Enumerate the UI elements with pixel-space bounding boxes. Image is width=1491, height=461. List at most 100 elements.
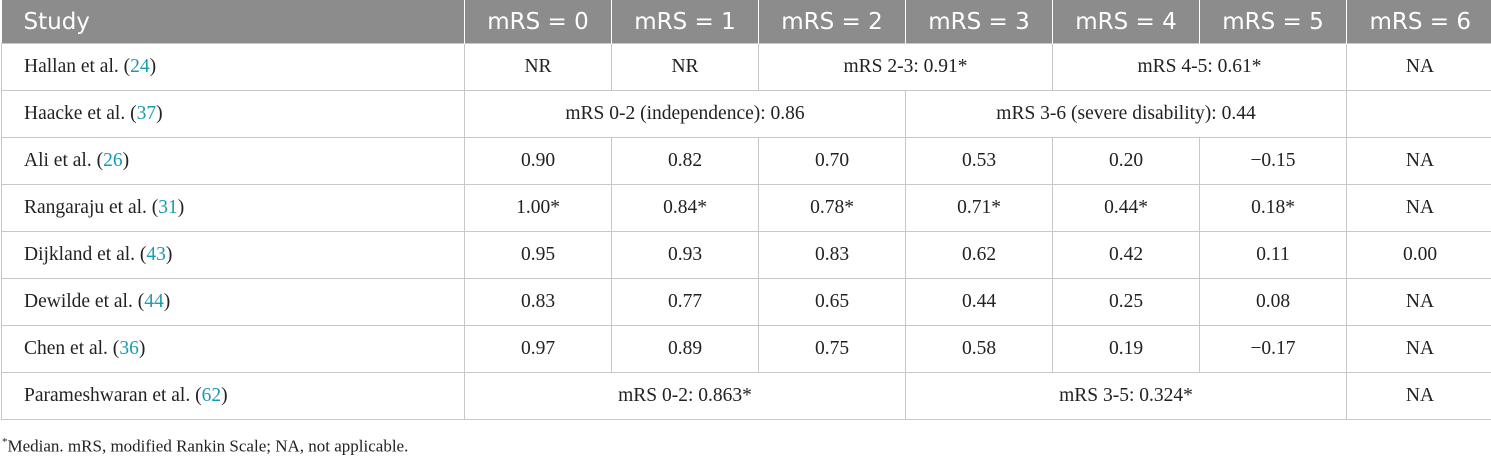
study-author-close: ) xyxy=(149,56,157,77)
study-cell: Chen et al. (36) xyxy=(1,325,465,373)
value-cell: 0.00 xyxy=(1346,231,1491,279)
table-row: Dijkland et al. (43) 0.95 0.93 0.83 0.62 0.42… xyxy=(1,231,1491,279)
value-cell: mRS 0-2 (independence): 0.86 xyxy=(464,90,906,138)
table-footnote: *Median. mRS, modified Rankin Scale; NA,… xyxy=(2,436,408,457)
header-mrs-2: mRS = 2 xyxy=(758,0,906,44)
reference-link[interactable]: 26 xyxy=(103,150,123,171)
table-row: Haacke et al. (37) mRS 0-2 (independence)… xyxy=(1,90,1491,138)
value-cell: 0.84* xyxy=(611,184,759,232)
study-cell: Hallan et al. (24) xyxy=(1,43,465,91)
study-author-close: ) xyxy=(163,291,171,312)
value-cell: NA xyxy=(1346,372,1491,420)
header-mrs-6: mRS = 6 xyxy=(1346,0,1491,44)
value-cell: 0.82 xyxy=(611,137,759,185)
study-cell: Dijkland et al. (43) xyxy=(1,231,465,279)
header-mrs-0: mRS = 0 xyxy=(464,0,612,44)
footnote-marker: * xyxy=(2,436,8,448)
value-cell: 0.89 xyxy=(611,325,759,373)
study-author-close: ) xyxy=(122,150,130,171)
study-cell: Haacke et al. (37) xyxy=(1,90,465,138)
value-cell: −0.17 xyxy=(1199,325,1347,373)
value-cell: 0.44* xyxy=(1052,184,1200,232)
study-author-close: ) xyxy=(177,197,185,218)
study-author: Dewilde et al. ( xyxy=(24,291,145,312)
value-cell: 0.53 xyxy=(905,137,1053,185)
study-author: Haacke et al. ( xyxy=(24,103,137,124)
value-cell: NA xyxy=(1346,137,1491,185)
value-cell: mRS 0-2: 0.863* xyxy=(464,372,906,420)
table-row: Parameshwaran et al. (62) mRS 0-2: 0.863*… xyxy=(1,372,1491,420)
study-author: Dijkland et al. ( xyxy=(24,244,147,265)
value-cell: 0.19 xyxy=(1052,325,1200,373)
reference-link[interactable]: 31 xyxy=(158,197,178,218)
value-cell: NA xyxy=(1346,43,1491,91)
value-cell: NA xyxy=(1346,278,1491,326)
value-cell: NR xyxy=(464,43,612,91)
footnote-text: Median. mRS, modified Rankin Scale; NA, … xyxy=(7,436,409,456)
value-cell: 0.78* xyxy=(758,184,906,232)
value-cell: 0.62 xyxy=(905,231,1053,279)
study-cell: Rangaraju et al. (31) xyxy=(1,184,465,232)
value-cell: NR xyxy=(611,43,759,91)
value-cell: 0.65 xyxy=(758,278,906,326)
value-cell: 0.70 xyxy=(758,137,906,185)
header-mrs-1: mRS = 1 xyxy=(611,0,759,44)
value-cell: NA xyxy=(1346,184,1491,232)
study-author: Rangaraju et al. ( xyxy=(24,197,159,218)
value-cell: 0.83 xyxy=(464,278,612,326)
value-cell: mRS 3-6 (severe disability): 0.44 xyxy=(905,90,1347,138)
table-row: Rangaraju et al. (31) 1.00* 0.84* 0.78* 0.71… xyxy=(1,184,1491,232)
reference-link[interactable]: 43 xyxy=(146,244,166,265)
reference-link[interactable]: 62 xyxy=(201,385,222,406)
study-author-close: ) xyxy=(221,385,228,406)
value-cell: 1.00* xyxy=(464,184,612,232)
value-cell: mRS 2-3: 0.91* xyxy=(758,43,1053,91)
table-row: Hallan et al. (24) NR NR mRS 2-3: 0.91* mRS … xyxy=(1,43,1491,91)
study-cell: Dewilde et al. (44) xyxy=(1,278,465,326)
study-author: Hallan et al. ( xyxy=(24,56,131,77)
reference-link[interactable]: 24 xyxy=(130,56,150,77)
value-cell: 0.44 xyxy=(905,278,1053,326)
value-cell: 0.77 xyxy=(611,278,759,326)
study-author-close: ) xyxy=(138,338,146,359)
value-cell: 0.25 xyxy=(1052,278,1200,326)
value-cell: 0.08 xyxy=(1199,278,1347,326)
value-cell: 0.42 xyxy=(1052,231,1200,279)
study-cell: Parameshwaran et al. (62) xyxy=(1,372,465,420)
value-cell xyxy=(1346,90,1491,138)
value-cell: 0.18* xyxy=(1199,184,1347,232)
value-cell: 0.71* xyxy=(905,184,1053,232)
value-cell: 0.75 xyxy=(758,325,906,373)
value-cell: mRS 3-5: 0.324* xyxy=(905,372,1347,420)
study-author-close: ) xyxy=(165,244,173,265)
reference-link[interactable]: 44 xyxy=(144,291,164,312)
table-row: Dewilde et al. (44) 0.83 0.77 0.65 0.44 0.25 0… xyxy=(1,278,1491,326)
study-author: Ali et al. ( xyxy=(24,150,104,171)
study-author: Parameshwaran et al. ( xyxy=(24,385,202,406)
table-body: Hallan et al. (24) NR NR mRS 2-3: 0.91* mRS … xyxy=(1,43,1491,420)
value-cell: 0.20 xyxy=(1052,137,1200,185)
study-author-close: ) xyxy=(156,103,163,124)
value-cell: −0.15 xyxy=(1199,137,1347,185)
header-mrs-3: mRS = 3 xyxy=(905,0,1053,44)
table-row: Chen et al. (36) 0.97 0.89 0.75 0.58 0.19 −0.1… xyxy=(1,325,1491,373)
study-author: Chen et al. ( xyxy=(24,338,120,359)
value-cell: 0.90 xyxy=(464,137,612,185)
value-cell: 0.97 xyxy=(464,325,612,373)
header-mrs-4: mRS = 4 xyxy=(1052,0,1200,44)
reference-link[interactable]: 37 xyxy=(136,103,157,124)
value-cell: 0.95 xyxy=(464,231,612,279)
value-cell: 0.11 xyxy=(1199,231,1347,279)
table-header-row: Study mRS = 0 mRS = 1 mRS = 2 mRS = 3 mRS = 4… xyxy=(1,0,1491,44)
value-cell: 0.58 xyxy=(905,325,1053,373)
value-cell: 0.93 xyxy=(611,231,759,279)
value-cell: mRS 4-5: 0.61* xyxy=(1052,43,1347,91)
mrs-utility-table: Study mRS = 0 mRS = 1 mRS = 2 mRS = 3 mRS = 4… xyxy=(1,0,1491,420)
value-cell: 0.83 xyxy=(758,231,906,279)
reference-link[interactable]: 36 xyxy=(119,338,139,359)
table-row: Ali et al. (26) 0.90 0.82 0.70 0.53 0.20 −0.15… xyxy=(1,137,1491,185)
value-cell: NA xyxy=(1346,325,1491,373)
header-mrs-5: mRS = 5 xyxy=(1199,0,1347,44)
header-study: Study xyxy=(1,0,465,44)
